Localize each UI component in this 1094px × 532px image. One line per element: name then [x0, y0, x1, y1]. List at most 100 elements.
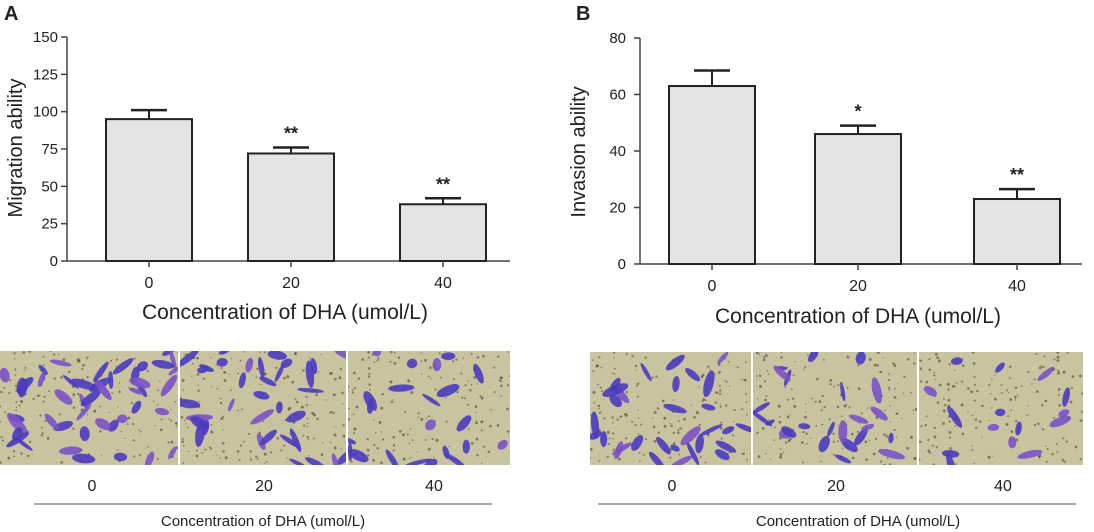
pore-speck [903, 375, 906, 378]
pore-speck [215, 363, 218, 366]
pore-speck [255, 455, 258, 459]
stained-cell [169, 351, 177, 373]
pore-speck [1053, 358, 1056, 361]
stained-cell [423, 458, 438, 465]
pore-speck [736, 366, 739, 369]
pore-speck [778, 420, 782, 424]
y-tick-label: 0 [618, 256, 626, 273]
pore-speck [938, 383, 942, 387]
pore-speck [978, 420, 982, 423]
stained-cell [665, 354, 685, 371]
pore-speck [220, 417, 224, 421]
pore-speck [597, 383, 599, 386]
pore-speck [8, 392, 11, 395]
pore-speck [887, 378, 890, 381]
pore-speck [883, 463, 886, 465]
pore-speck [779, 455, 783, 459]
pore-speck [981, 436, 983, 438]
pore-speck [829, 383, 832, 386]
pore-speck [987, 455, 991, 459]
pore-speck [1071, 375, 1075, 378]
pore-speck [805, 403, 807, 405]
pore-speck [639, 460, 641, 462]
pore-speck [719, 403, 721, 405]
pore-speck [198, 400, 200, 403]
pore-speck [351, 391, 354, 394]
pore-speck [832, 453, 835, 456]
bar [247, 152, 335, 262]
stained-cell [444, 453, 466, 465]
pore-speck [210, 386, 213, 388]
pore-speck [943, 398, 945, 400]
pore-speck [919, 459, 921, 461]
stained-cell [670, 444, 680, 452]
pore-speck [635, 369, 637, 371]
x-axis-label: Concentration of DHA (umol/L) [142, 301, 428, 324]
pore-speck [156, 458, 159, 461]
pore-speck [793, 405, 797, 408]
pore-speck [704, 399, 707, 402]
stained-cell [160, 374, 178, 397]
stained-cell [260, 429, 277, 446]
pore-speck [756, 398, 759, 400]
pore-speck [653, 439, 657, 443]
pore-speck [32, 397, 35, 400]
pore-speck [500, 395, 502, 398]
pore-speck [971, 352, 975, 354]
stained-cell [808, 352, 819, 363]
micrograph-strip-migration [0, 351, 510, 465]
stained-cell [670, 455, 693, 465]
pore-speck [287, 407, 291, 411]
pore-speck [927, 449, 930, 452]
y-axis-label: Migration ability [5, 79, 27, 218]
pore-speck [9, 379, 12, 382]
pore-speck [657, 431, 660, 434]
pore-speck [197, 389, 200, 392]
pore-speck [110, 359, 113, 362]
pore-speck [1033, 424, 1037, 427]
stained-cell [276, 401, 283, 414]
pore-speck [159, 428, 163, 432]
micrograph [590, 352, 751, 465]
pore-speck [76, 358, 80, 362]
pore-speck [663, 424, 667, 428]
pore-speck [925, 415, 928, 418]
pore-speck [1065, 440, 1068, 443]
pore-speck [256, 458, 259, 461]
pore-speck [175, 425, 178, 427]
pore-speck [86, 376, 89, 379]
pore-speck [12, 450, 16, 453]
pore-speck [417, 416, 420, 418]
pore-speck [971, 445, 973, 447]
pore-speck [902, 392, 905, 394]
pore-speck [305, 395, 308, 399]
pore-speck [201, 452, 204, 454]
stained-cell [602, 383, 629, 398]
stained-cell [72, 453, 96, 464]
stained-cell [79, 426, 90, 442]
pore-speck [980, 404, 984, 408]
pore-speck [592, 369, 595, 372]
pore-speck [222, 429, 224, 431]
pore-speck [1033, 378, 1036, 381]
pore-speck [475, 421, 478, 425]
pore-speck [949, 447, 952, 450]
pore-speck [378, 420, 382, 424]
pore-speck [1010, 409, 1012, 412]
pore-speck [339, 367, 342, 370]
y-tick-label: 125 [33, 66, 58, 83]
pore-speck [755, 352, 759, 355]
pore-speck [1079, 419, 1082, 422]
pore-speck [368, 383, 371, 386]
pore-speck [651, 417, 654, 419]
pore-speck [474, 405, 478, 409]
pore-speck [885, 435, 889, 438]
pore-speck [237, 409, 239, 412]
stained-cell [422, 393, 441, 407]
pore-speck [724, 379, 726, 382]
pore-speck [669, 422, 671, 425]
pore-speck [0, 390, 3, 394]
pore-speck [672, 431, 675, 434]
pore-speck [1063, 460, 1066, 464]
pore-speck [913, 456, 917, 460]
